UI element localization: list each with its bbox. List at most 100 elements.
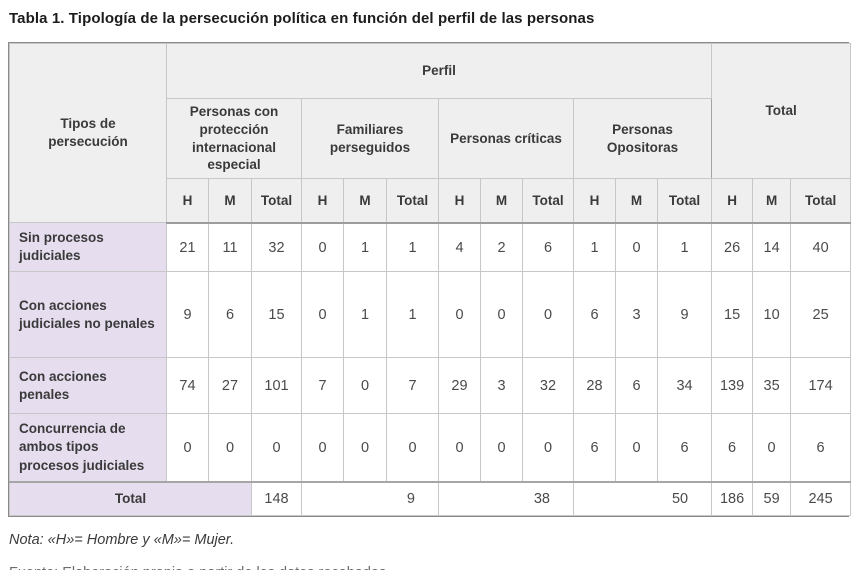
total-cell-criticas: 38	[438, 480, 574, 517]
data-cell: 40	[790, 222, 852, 273]
data-cell: 32	[251, 222, 302, 273]
row-label: Con acciones judiciales no penales	[9, 271, 167, 359]
data-cell: 0	[386, 413, 439, 483]
subheader-h: H	[573, 178, 616, 224]
data-cell: 0	[343, 357, 387, 415]
data-cell: 9	[656, 271, 713, 359]
data-cell: 0	[480, 271, 523, 359]
data-cell: 28	[573, 357, 616, 415]
data-cell: 3	[615, 271, 658, 359]
data-cell: 1	[343, 271, 387, 359]
data-cell: 25	[790, 271, 852, 359]
data-cell: 7	[386, 357, 439, 415]
data-cell: 0	[615, 222, 658, 273]
subheader-total: Total	[386, 178, 439, 224]
data-cell: 1	[386, 271, 439, 359]
data-cell: 29	[438, 357, 481, 415]
subheader-m: M	[480, 178, 523, 224]
subheader-total: Total	[251, 178, 302, 224]
data-cell: 0	[301, 222, 344, 273]
data-cell: 6	[615, 357, 658, 415]
data-cell: 0	[301, 271, 344, 359]
note-text: Nota: «H»= Hombre y «M»= Mujer.	[9, 532, 235, 549]
data-cell: 6	[573, 271, 616, 359]
data-cell: 1	[386, 222, 439, 273]
data-cell: 15	[251, 271, 302, 359]
header-row-perfil: Tipos de persecución Perfil Total	[9, 42, 852, 224]
data-cell: 0	[438, 271, 481, 359]
group-header-personas-opositoras: Personas Opositoras	[572, 97, 713, 180]
row-label: Sin procesos judiciales	[9, 222, 167, 273]
data-cell: 0	[615, 413, 658, 483]
data-cell: 6	[208, 271, 252, 359]
table-row-concurrencia: Concurrencia de ambos tipos procesos jud…	[9, 413, 852, 483]
subheader-m: M	[343, 178, 387, 224]
data-cell: 139	[711, 357, 754, 415]
subheader-m: M	[208, 178, 252, 224]
table-title: Tabla 1. Tipología de la persecución pol…	[9, 10, 595, 27]
subheader-m: M	[752, 178, 792, 224]
persecution-table: Tipos de persecución Perfil Total Person…	[9, 42, 852, 517]
data-cell: 0	[522, 413, 574, 483]
data-cell: 101	[251, 357, 302, 415]
data-cell: 6	[656, 413, 713, 483]
data-cell: 0	[301, 413, 344, 483]
data-cell: 0	[166, 413, 209, 483]
total-row-label: Total	[9, 480, 252, 517]
data-cell: 14	[752, 222, 792, 273]
data-cell: 6	[790, 413, 852, 483]
data-cell: 4	[438, 222, 481, 273]
data-cell: 10	[752, 271, 792, 359]
total-row: Total 148 9 38 50 186 59 245	[9, 480, 852, 517]
tipos-de-persecucion-header: Tipos de persecución	[9, 42, 167, 224]
group-header-familiares-perseguidos: Familiares perseguidos	[301, 97, 439, 180]
data-cell: 0	[343, 413, 387, 483]
subheader-h: H	[301, 178, 344, 224]
data-cell: 3	[480, 357, 523, 415]
data-cell: 26	[711, 222, 754, 273]
header-row-hmt: H M Total H M Total H M Total H M Total …	[10, 178, 852, 224]
data-cell: 0	[251, 413, 302, 483]
perfil-header: Perfil	[165, 43, 713, 99]
total-cell-opositoras: 50	[572, 480, 713, 517]
data-cell: 74	[166, 357, 209, 415]
data-cell: 6	[573, 413, 616, 483]
data-cell: 32	[522, 357, 574, 415]
data-cell: 27	[208, 357, 252, 415]
row-label: Con acciones penales	[9, 357, 167, 415]
data-cell: 11	[208, 222, 252, 273]
data-cell: 9	[166, 271, 209, 359]
source-text: Fuente: Elaboración propia a partir de l…	[9, 565, 849, 570]
subheader-total: Total	[790, 178, 852, 224]
data-cell: 1	[656, 222, 713, 273]
total-cell-familiares: 9	[301, 480, 439, 517]
subheader-h: H	[438, 178, 481, 224]
subheader-h: H	[711, 178, 754, 224]
total-cell-proteccion: 148	[251, 480, 302, 517]
data-cell: 34	[656, 357, 713, 415]
table-row-acciones-penales: Con acciones penales 74 27 101 7 0 7 29 …	[9, 357, 852, 415]
data-cell: 35	[752, 357, 792, 415]
total-column-group-header: Total	[711, 42, 852, 180]
subheader-total: Total	[656, 178, 713, 224]
data-cell: 0	[438, 413, 481, 483]
data-cell: 0	[480, 413, 523, 483]
table-row-sin-procesos: Sin procesos judiciales 21 11 32 0 1 1 4…	[9, 222, 852, 273]
data-cell: 0	[522, 271, 574, 359]
table-row-acciones-no-penales: Con acciones judiciales no penales 9 6 1…	[9, 271, 852, 359]
subheader-h: H	[166, 178, 209, 224]
data-cell: 0	[752, 413, 792, 483]
data-cell: 7	[301, 357, 344, 415]
data-cell: 2	[480, 222, 523, 273]
header-row-groups: Personas con protección internacional es…	[10, 97, 851, 180]
subheader-m: M	[615, 178, 658, 224]
data-cell: 0	[208, 413, 252, 483]
grand-total-m: 59	[752, 480, 792, 517]
data-cell: 21	[166, 222, 209, 273]
data-cell: 1	[343, 222, 387, 273]
row-label: Concurrencia de ambos tipos procesos jud…	[9, 413, 167, 483]
grand-total-h: 186	[711, 480, 754, 517]
data-cell: 15	[711, 271, 754, 359]
data-cell: 174	[790, 357, 852, 415]
